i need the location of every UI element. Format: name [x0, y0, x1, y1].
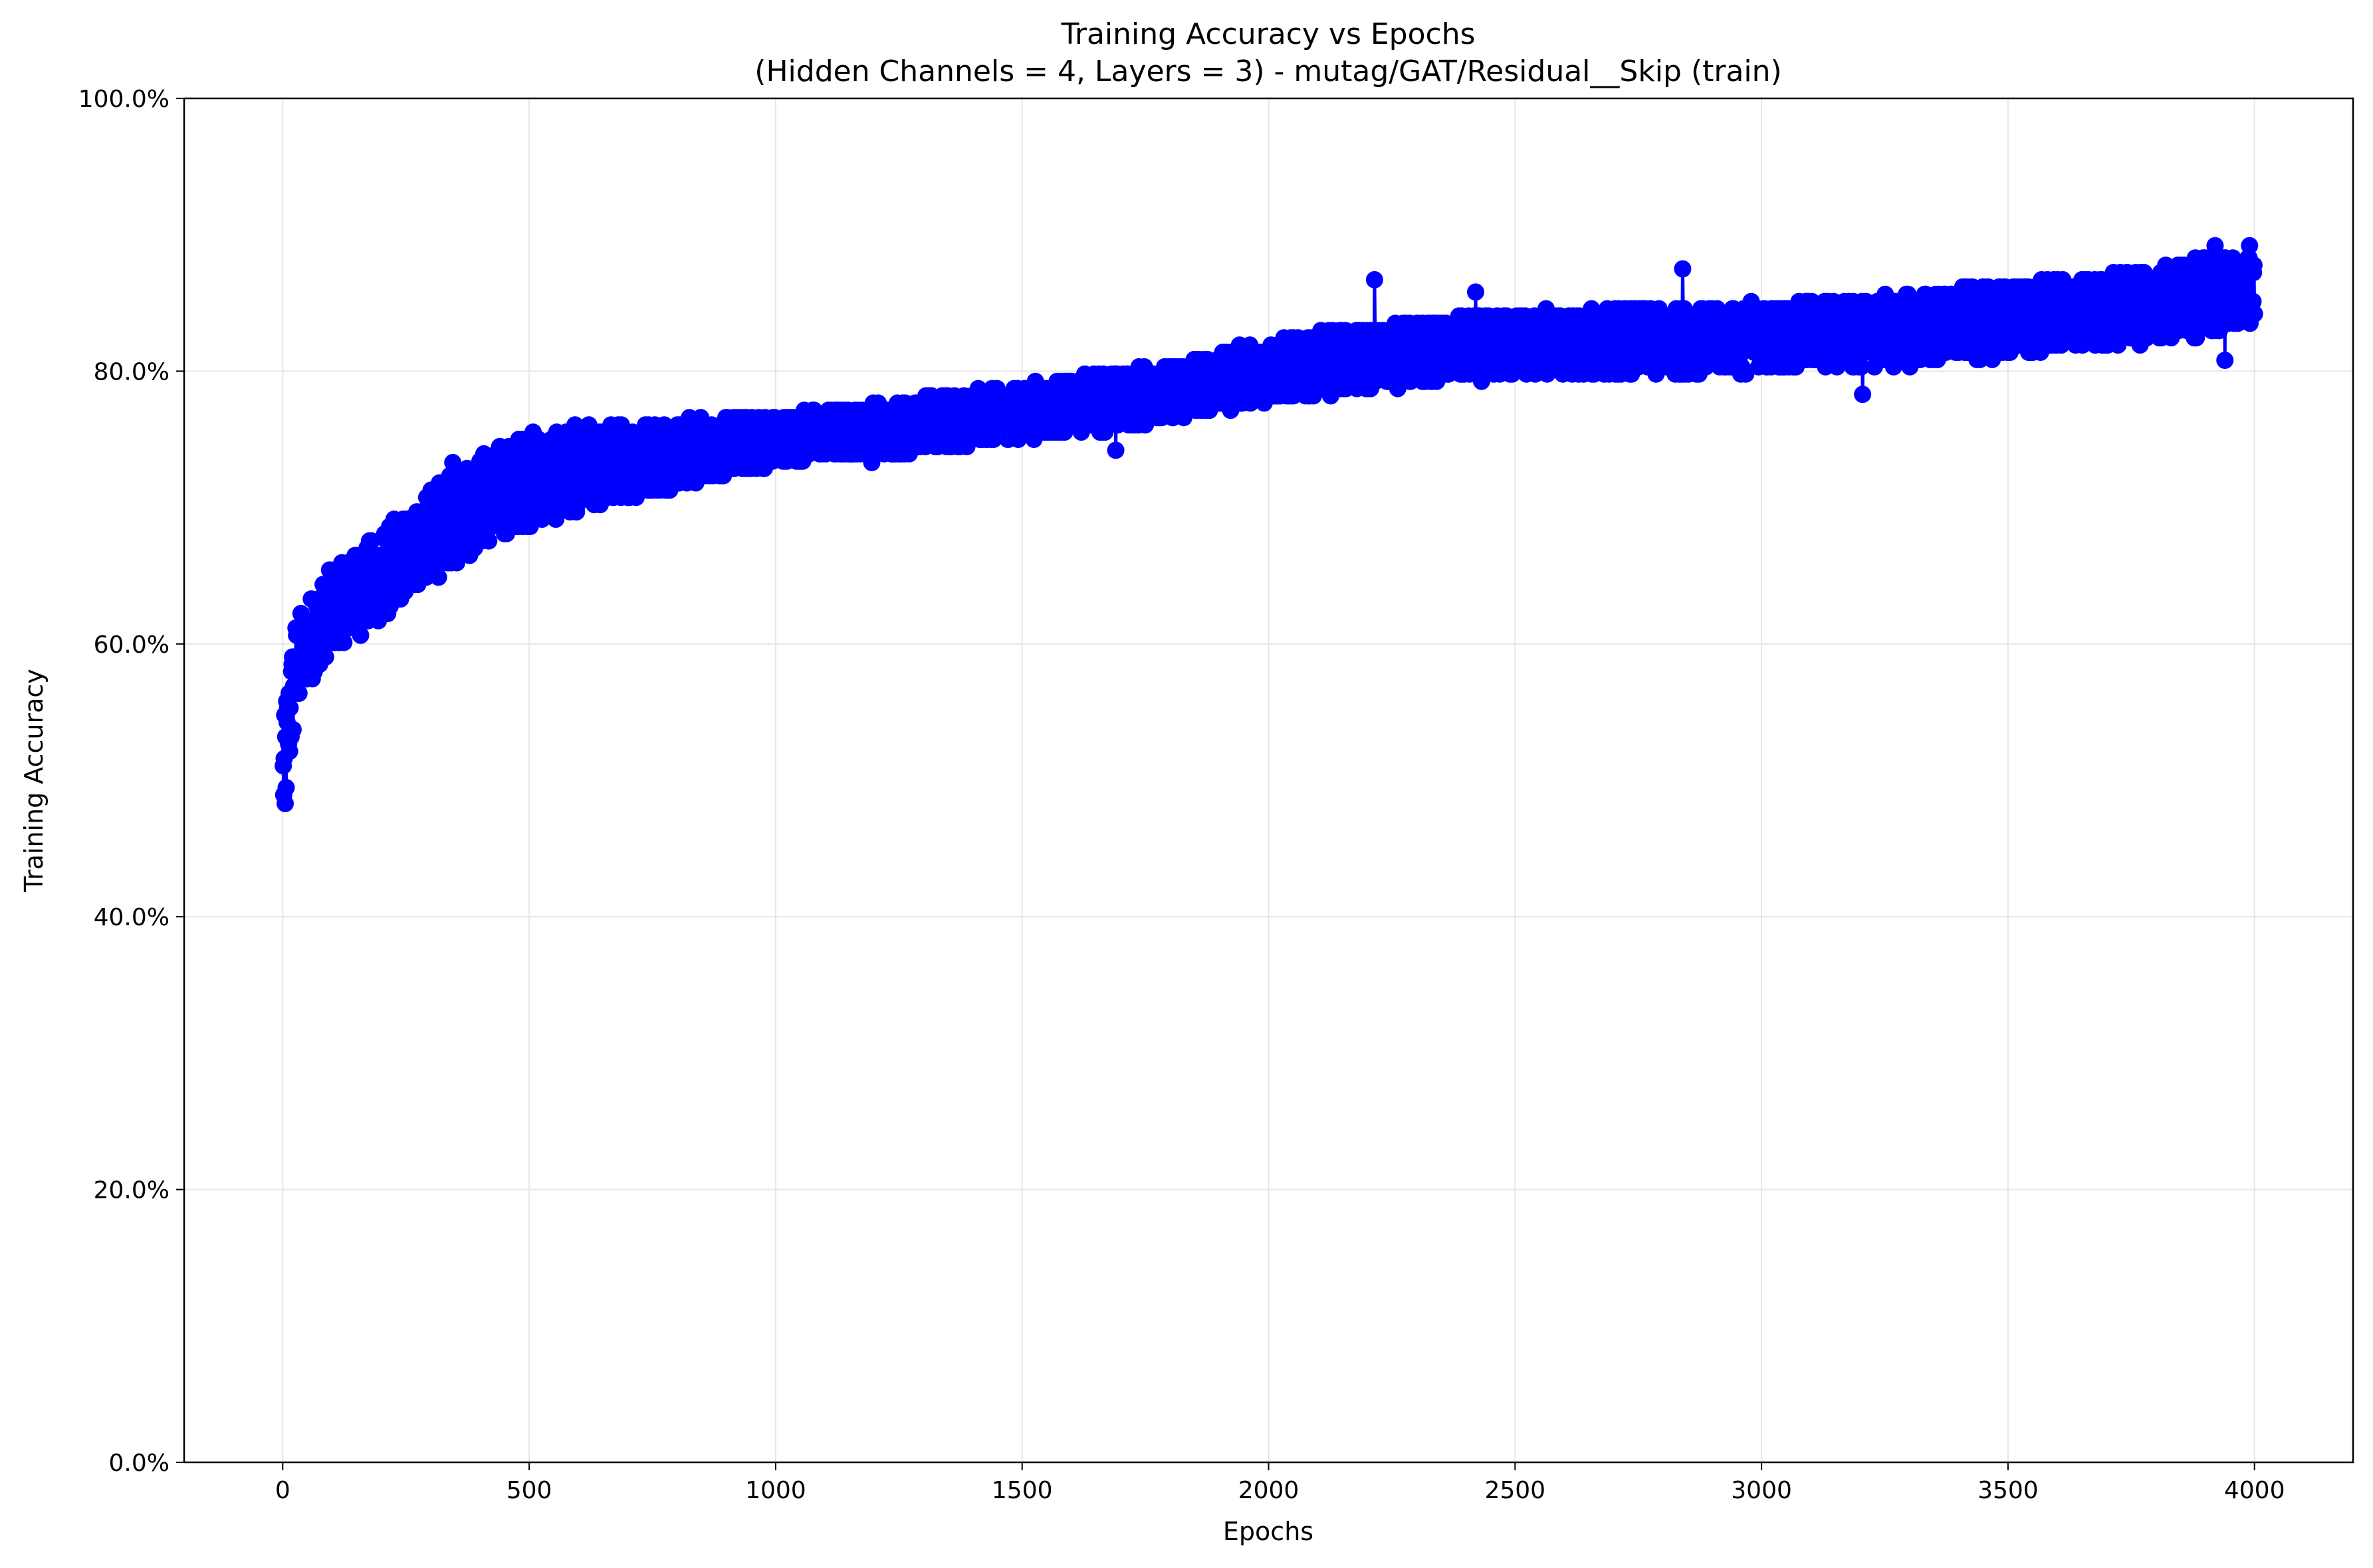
data-point — [335, 633, 353, 651]
x-tick-label: 2000 — [1238, 1477, 1300, 1504]
y-axis-label: Training Accuracy — [19, 669, 49, 893]
plot-area — [275, 237, 2263, 812]
y-tick-label: 80.0% — [94, 358, 170, 386]
y-tick-label: 0.0% — [109, 1450, 170, 1477]
y-tick-label: 20.0% — [94, 1177, 170, 1204]
data-point — [2245, 305, 2263, 323]
data-point — [316, 648, 334, 666]
data-point — [281, 742, 298, 760]
x-tick-label: 0 — [275, 1477, 290, 1504]
data-point — [547, 510, 565, 528]
data-point — [2245, 257, 2263, 274]
chart-subtitle: (Hidden Channels = 4, Layers = 3) - muta… — [754, 55, 1781, 88]
x-tick-label: 2500 — [1484, 1477, 1545, 1504]
data-point — [1854, 386, 1872, 403]
data-point — [2237, 278, 2255, 296]
data-point — [290, 685, 308, 702]
data-point — [444, 453, 462, 471]
data-point — [429, 568, 447, 586]
data-point — [281, 699, 299, 717]
x-tick-label: 3500 — [1978, 1477, 2039, 1504]
x-axis-label: Epochs — [1223, 1517, 1313, 1546]
data-point — [480, 532, 498, 550]
data-point — [277, 778, 295, 796]
data-point — [362, 532, 380, 550]
data-point — [1107, 441, 1125, 459]
x-tick-label: 3000 — [1731, 1477, 1792, 1504]
data-point — [1365, 271, 1383, 288]
data-point — [1852, 358, 1870, 376]
data-point — [2216, 352, 2234, 369]
data-point — [277, 794, 294, 812]
data-point — [2241, 237, 2259, 255]
axis-ticks: 0 500 1000 1500 2000 2500 3000 3500 4000 0.0% 20.0… — [78, 86, 2285, 1504]
y-tick-label: 40.0% — [94, 904, 170, 931]
x-tick-label: 1500 — [992, 1477, 1053, 1504]
x-tick-label: 1000 — [745, 1477, 806, 1504]
series-markers — [275, 237, 2263, 812]
data-point — [352, 626, 370, 644]
data-point — [1674, 260, 1692, 278]
x-tick-label: 500 — [507, 1477, 552, 1504]
data-point — [284, 721, 302, 738]
data-point — [984, 431, 1002, 448]
data-point — [1737, 365, 1755, 383]
y-tick-label: 60.0% — [94, 631, 170, 659]
x-tick-label: 4000 — [2224, 1477, 2285, 1504]
y-tick-label: 100.0% — [78, 86, 170, 113]
data-point — [1467, 283, 1484, 301]
data-point — [1675, 300, 1693, 318]
chart-title: Training Accuracy vs Epochs — [1060, 17, 1475, 51]
